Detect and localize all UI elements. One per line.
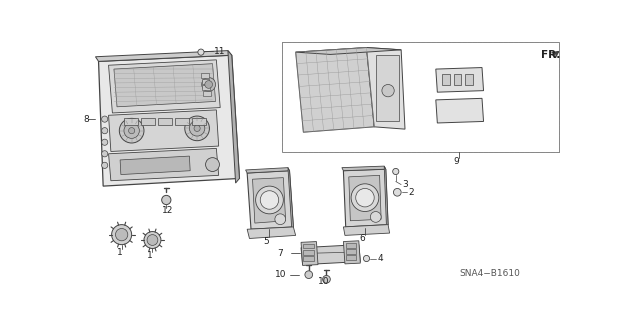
- Circle shape: [205, 158, 220, 172]
- Bar: [175, 118, 189, 125]
- Circle shape: [351, 184, 379, 211]
- Polygon shape: [301, 241, 318, 265]
- Bar: [282, 42, 559, 152]
- Polygon shape: [246, 168, 289, 173]
- Bar: [376, 55, 399, 121]
- Text: 11: 11: [214, 47, 225, 56]
- Polygon shape: [384, 166, 388, 228]
- Circle shape: [129, 128, 135, 134]
- Circle shape: [255, 186, 284, 214]
- Polygon shape: [247, 171, 293, 229]
- Circle shape: [102, 162, 108, 168]
- Polygon shape: [109, 148, 219, 181]
- Circle shape: [356, 189, 374, 207]
- Text: 2: 2: [408, 188, 413, 197]
- Circle shape: [393, 168, 399, 174]
- Polygon shape: [247, 227, 296, 239]
- Polygon shape: [344, 225, 390, 235]
- Polygon shape: [120, 156, 190, 174]
- Polygon shape: [301, 245, 360, 265]
- Circle shape: [275, 214, 285, 225]
- Bar: [465, 74, 473, 85]
- Bar: [442, 74, 450, 85]
- Circle shape: [115, 228, 128, 241]
- Circle shape: [185, 116, 209, 141]
- Bar: [303, 256, 314, 261]
- Circle shape: [202, 78, 216, 92]
- Polygon shape: [114, 64, 216, 107]
- Polygon shape: [296, 48, 401, 55]
- Polygon shape: [95, 51, 232, 61]
- Polygon shape: [436, 98, 484, 123]
- Bar: [303, 250, 314, 255]
- Text: 10: 10: [275, 270, 286, 279]
- Bar: [201, 73, 209, 78]
- Polygon shape: [288, 168, 293, 230]
- Text: 8: 8: [83, 115, 89, 124]
- Bar: [202, 85, 210, 90]
- Circle shape: [371, 211, 381, 222]
- Text: 4: 4: [378, 254, 383, 263]
- Circle shape: [102, 139, 108, 145]
- Text: 1: 1: [116, 248, 122, 257]
- Text: 1: 1: [147, 251, 153, 260]
- Polygon shape: [109, 110, 219, 152]
- Circle shape: [111, 225, 132, 245]
- Bar: [192, 118, 205, 125]
- Circle shape: [260, 191, 279, 209]
- Polygon shape: [342, 166, 386, 171]
- Bar: [346, 249, 356, 254]
- Polygon shape: [436, 68, 484, 92]
- Text: 12: 12: [162, 206, 173, 215]
- Text: FR.: FR.: [541, 50, 561, 60]
- Circle shape: [102, 151, 108, 157]
- Text: 7: 7: [277, 249, 283, 258]
- Circle shape: [124, 123, 140, 138]
- Polygon shape: [344, 169, 388, 227]
- Bar: [454, 74, 461, 85]
- Circle shape: [198, 49, 204, 55]
- Circle shape: [189, 121, 205, 136]
- Circle shape: [119, 118, 144, 143]
- Circle shape: [102, 128, 108, 134]
- Bar: [141, 118, 155, 125]
- Circle shape: [194, 125, 200, 131]
- Circle shape: [162, 195, 171, 204]
- Text: 10: 10: [317, 277, 329, 286]
- Polygon shape: [253, 178, 285, 223]
- Text: 3: 3: [403, 180, 408, 189]
- Circle shape: [323, 275, 330, 283]
- Bar: [202, 79, 209, 84]
- Polygon shape: [367, 48, 405, 129]
- Bar: [158, 118, 172, 125]
- Circle shape: [147, 235, 158, 245]
- Polygon shape: [228, 51, 239, 183]
- Text: 6: 6: [359, 234, 365, 243]
- Polygon shape: [296, 48, 374, 132]
- Bar: [124, 118, 138, 125]
- Bar: [346, 243, 356, 248]
- Circle shape: [205, 81, 212, 88]
- Polygon shape: [349, 175, 381, 221]
- Circle shape: [394, 189, 401, 196]
- Bar: [204, 92, 211, 96]
- Text: 9: 9: [453, 157, 459, 166]
- Bar: [346, 256, 356, 260]
- Text: SNA4−B1610: SNA4−B1610: [459, 269, 520, 278]
- Circle shape: [144, 232, 161, 249]
- Circle shape: [364, 256, 369, 262]
- Circle shape: [102, 116, 108, 122]
- Polygon shape: [109, 60, 220, 113]
- Polygon shape: [99, 55, 239, 186]
- Circle shape: [382, 85, 394, 97]
- Text: 5: 5: [264, 237, 269, 246]
- Bar: [303, 244, 314, 249]
- Circle shape: [305, 271, 312, 278]
- Polygon shape: [344, 241, 360, 264]
